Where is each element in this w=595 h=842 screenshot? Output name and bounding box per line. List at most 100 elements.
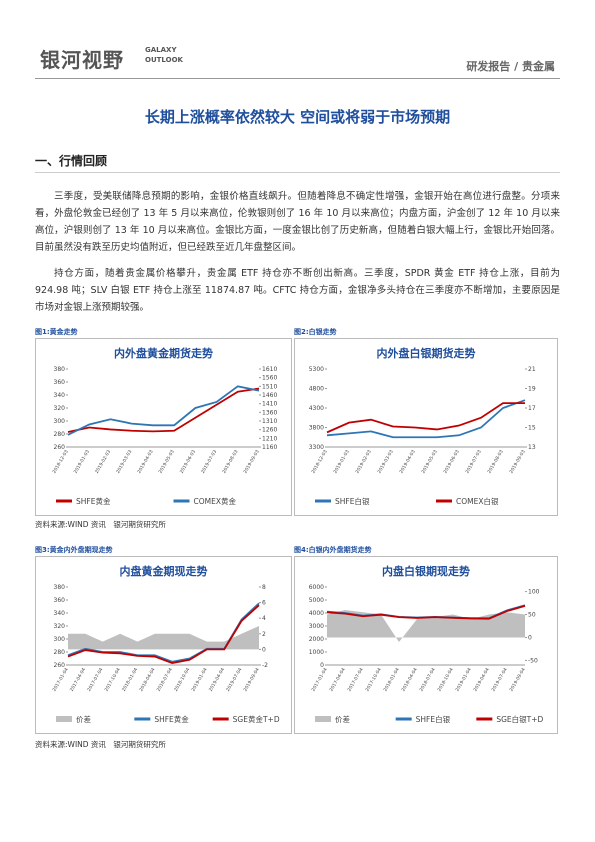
x-tick-label: 2018-07-04	[156, 667, 174, 693]
legend-label: SHFE白银	[416, 714, 451, 724]
legend-label: 价差	[335, 714, 350, 724]
x-tick-label: 2019-08-03	[486, 449, 504, 475]
caption: 图3:黄金内外盘期现走势	[35, 546, 113, 554]
logo-en: GALAXY	[145, 46, 177, 54]
x-tick-label: 2019-09-04	[508, 667, 526, 693]
x-tick-label: 2019-09-04	[242, 667, 260, 693]
x-tick-label: 2019-04-03	[398, 449, 416, 475]
y2-tick-label: 1210	[262, 435, 277, 442]
x-tick-label: 2019-07-03	[464, 449, 482, 475]
x-tick-label: 2017-07-04	[86, 667, 104, 693]
line	[326, 604, 526, 620]
y2-tick-label: 50	[528, 612, 536, 619]
y2-tick-label: 1410	[262, 401, 277, 408]
y-tick-label: 260	[54, 444, 66, 451]
y2-tick-label: 1610	[262, 366, 277, 373]
x-tick-label: 2019-01-04	[454, 667, 472, 693]
y2-tick-label: 0	[528, 634, 532, 641]
x-tick-label: 2018-10-04	[173, 667, 191, 693]
y-tick-label: 4800	[309, 386, 324, 393]
x-tick-label: 2019-06-03	[442, 449, 460, 475]
x-tick-label: 2019-04-03	[136, 449, 154, 475]
x-tick-label: 2019-05-03	[420, 449, 438, 475]
x-tick-label: 2019-01-03	[73, 449, 91, 475]
heading: 一、行情回顾	[35, 154, 108, 168]
y2-tick-label: 1560	[262, 375, 277, 382]
y-tick-label: 320	[54, 623, 66, 630]
x-tick-label: 2019-01-03	[332, 449, 350, 475]
x-tick-label: 2018-04-04	[400, 667, 418, 693]
x-tick-label: 2019-09-03	[508, 449, 526, 475]
y-tick-label: 300	[54, 636, 66, 643]
x-tick-label: 2018-04-04	[138, 667, 156, 693]
y2-tick-label: -2	[262, 662, 268, 669]
chart-panel: 内盘白银期现走势 0 1000 2000 3000 4000 5000 6000 -50 0 50 1…	[294, 556, 558, 734]
y-tick-label: 2000	[309, 636, 324, 643]
x-tick-label: 2018-07-04	[418, 667, 436, 693]
legend-swatch	[315, 716, 331, 722]
x-tick-label: 2019-05-03	[158, 449, 176, 475]
y-tick-label: 260	[54, 662, 66, 669]
x-tick-label: 2019-02-03	[94, 449, 112, 475]
legend-label: SGE黄金T+D	[233, 714, 280, 724]
line	[67, 385, 260, 436]
x-tick-label: 2018-12-03	[310, 449, 328, 475]
y2-tick-label: 100	[528, 589, 540, 596]
y-tick-label: 1000	[309, 649, 324, 656]
line	[326, 399, 526, 439]
y2-tick-label: 1510	[262, 383, 277, 390]
x-tick-label: 2019-04-04	[208, 667, 226, 693]
y-tick-label: 0	[320, 662, 324, 669]
y2-tick-label: -50	[528, 657, 538, 664]
x-tick-label: 2019-08-03	[221, 449, 239, 475]
y2-tick-label: 15	[528, 425, 536, 432]
y-tick-label: 3300	[309, 444, 324, 451]
x-tick-label: 2018-01-04	[382, 667, 400, 693]
y-tick-label: 280	[54, 649, 66, 656]
y-tick-label: 360	[54, 597, 66, 604]
logo: 银河视野	[40, 48, 124, 72]
logo-en: OUTLOOK	[145, 56, 183, 64]
paragraph: 三季度，受美联储降息预期的影响，金银价格直线飙升。但随着降息不确定性增强，金银开…	[35, 191, 560, 253]
chart-title: 内外盘黄金期货走势	[114, 346, 213, 360]
x-tick-label: 2019-04-04	[472, 667, 490, 693]
y-tick-label: 340	[54, 392, 66, 399]
x-tick-label: 2019-06-03	[179, 449, 197, 475]
y2-tick-label: 19	[528, 386, 536, 393]
chart: 内盘白银期现走势 0 1000 2000 3000 4000 5000 6000 -50 0 50 1…	[309, 564, 544, 724]
x-tick-label: 2017-04-04	[328, 667, 346, 693]
y2-tick-label: 13	[528, 444, 536, 451]
chart: 内外盘黄金期货走势 260 280 300 320 340 360 380 1160 121012…	[51, 346, 277, 506]
x-tick-label: 2017-07-04	[346, 667, 364, 693]
title: 长期上涨概率依然较大 空间或将弱于市场预期	[144, 108, 451, 126]
source: 资料来源:WIND 资讯 银河期货研究所	[35, 520, 166, 529]
paragraph: 持仓方面，随着贵金属价格攀升，贵金属 ETF 持仓亦不断创出新高。三季度，SPD…	[35, 268, 560, 313]
area	[327, 609, 525, 643]
x-tick-label: 2017-10-04	[364, 667, 382, 693]
y-tick-label: 320	[54, 405, 66, 412]
line	[67, 602, 260, 663]
legend-label: 价差	[76, 714, 91, 724]
legend-label: SHFE白银	[335, 496, 370, 506]
chart-panel: 内外盘白银期货走势 3300 3800 4300 4800 5300 13 15 17 19 21 2…	[294, 338, 558, 516]
x-tick-label: 2017-01-04	[310, 667, 328, 693]
legend-swatch	[56, 716, 72, 722]
chart: 内盘黄金期现走势 260 280 300 320 340 360 380 -2 0 2 4 6 8 2017…	[51, 564, 280, 724]
section-label: 研发报告 / 贵金属	[466, 60, 555, 73]
y2-tick-label: 1460	[262, 392, 277, 399]
y2-tick-label: 1360	[262, 409, 277, 416]
y-tick-label: 380	[54, 584, 66, 591]
y-tick-label: 380	[54, 366, 66, 373]
y-tick-label: 360	[54, 379, 66, 386]
x-tick-label: 2019-09-03	[242, 449, 260, 475]
x-tick-label: 2019-07-04	[490, 667, 508, 693]
line	[326, 402, 525, 434]
y-tick-label: 340	[54, 610, 66, 617]
x-tick-label: 2017-01-04	[51, 667, 69, 693]
line	[67, 387, 260, 433]
x-tick-label: 2018-10-04	[436, 667, 454, 693]
caption: 图4:白银内外盘期货走势	[294, 546, 372, 554]
y-tick-label: 5300	[309, 366, 324, 373]
x-tick-label: 2017-10-04	[104, 667, 122, 693]
y-tick-label: 3000	[309, 623, 324, 630]
